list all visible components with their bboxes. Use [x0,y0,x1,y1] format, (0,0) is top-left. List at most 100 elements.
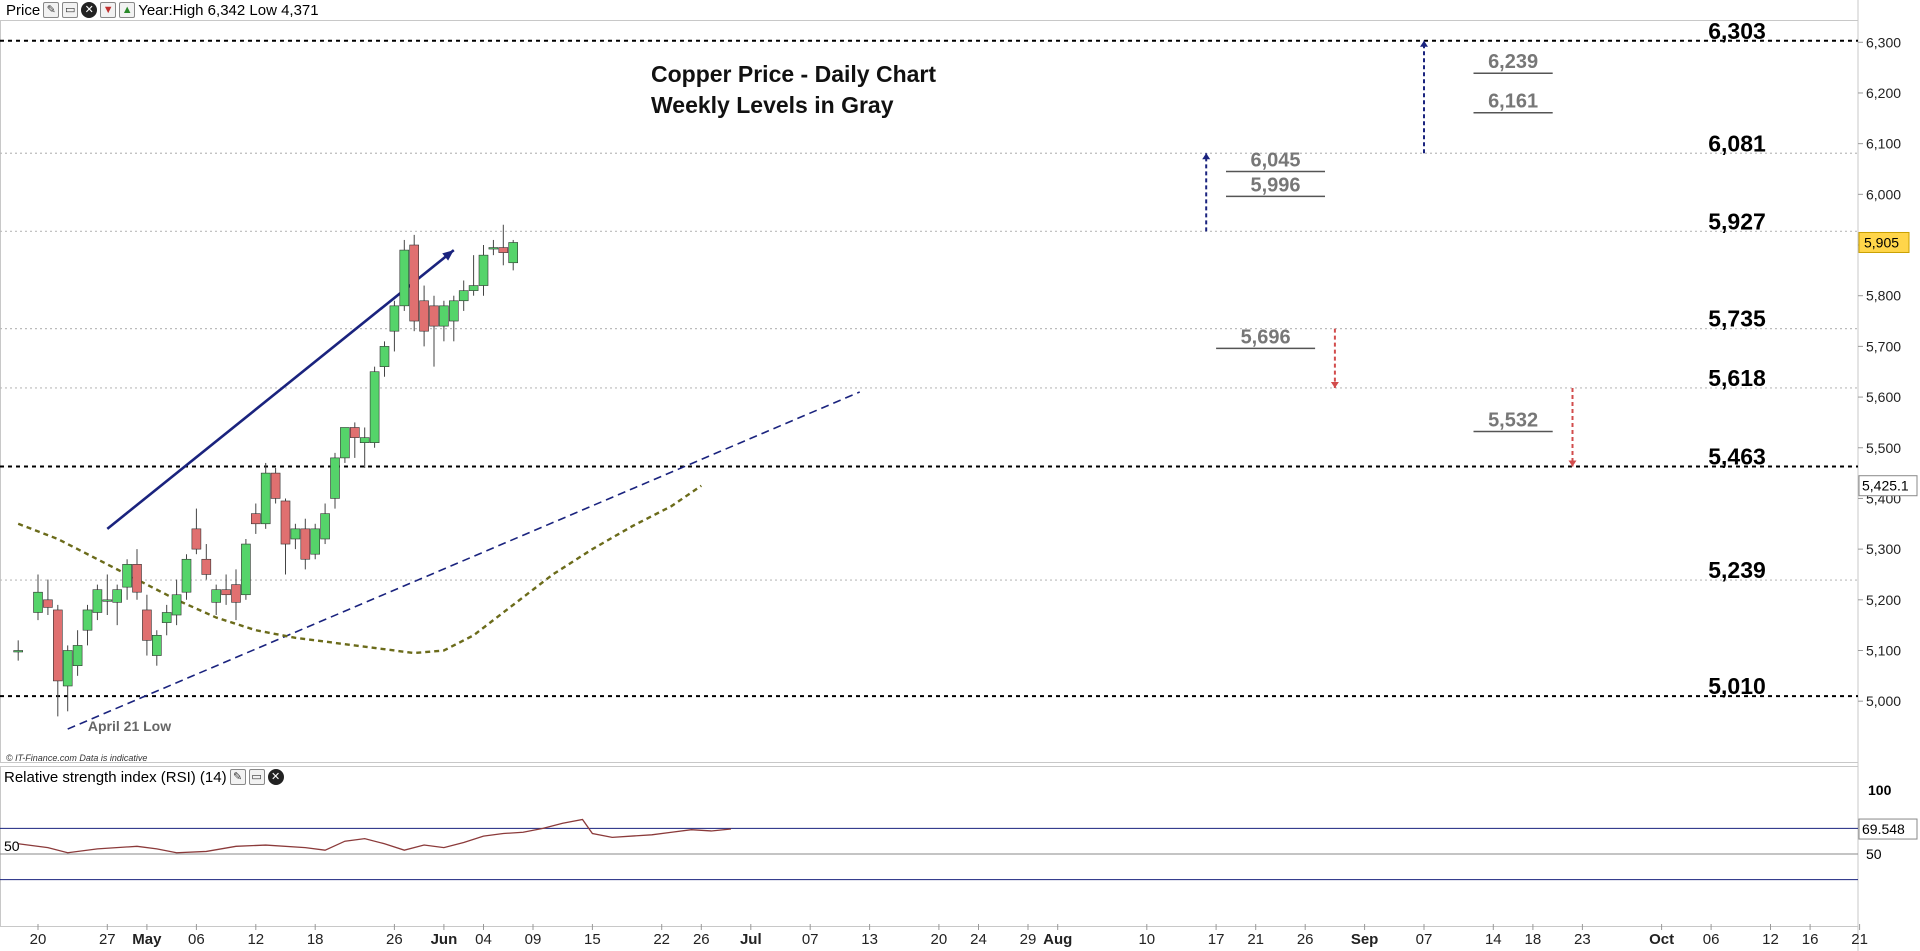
candle-body [181,558,192,593]
x-tick-label: 16 [1802,931,1819,948]
ma-value-label: 5,425.1 [1862,478,1909,494]
candle-body [122,564,132,588]
y-tick-label: 5,700 [1866,338,1901,354]
x-tick-label: 12 [247,931,264,948]
x-tick-label: 10 [1138,931,1155,948]
candle-body [260,472,271,525]
weekly-level-label: 6,045 [1250,150,1300,172]
candle-body [458,290,469,302]
candle-body [132,564,142,593]
candle-body [201,558,212,575]
wrench-icon[interactable]: ✎ [229,769,246,785]
weekly-level-label: 5,996 [1250,174,1300,196]
candle-body [72,645,83,666]
x-tick-label: Jul [740,931,762,948]
candle-body [161,612,172,623]
candle-body [419,300,429,332]
level-label: 5,618 [1708,365,1766,391]
candle-body [92,589,103,613]
candle-body [62,650,73,687]
arrow-head [1568,460,1577,467]
candle-body [300,528,311,560]
window-icon[interactable]: ▭ [248,769,265,785]
x-tick-label: 06 [1703,931,1720,948]
x-tick-label: 21 [1851,931,1868,948]
x-tick-label: 26 [1297,931,1314,948]
candle-body [399,249,410,307]
copyright-note: © IT-Finance.com Data is indicative [6,753,148,763]
x-tick-label: 26 [386,931,403,948]
y-tick-label: 6,100 [1866,136,1901,152]
candle-body [231,584,241,603]
y-tick-label: 5,500 [1866,440,1901,456]
y-tick-label: 6,200 [1866,85,1901,101]
x-tick-label: 20 [30,931,47,948]
candle-body [221,589,231,596]
candle-body [349,427,360,438]
arrow-down-icon[interactable]: ▼ [100,2,117,18]
x-tick-label: May [132,931,162,948]
rsi-value-label: 69.548 [1862,821,1905,837]
wrench-icon[interactable]: ✎ [43,2,60,18]
candle-body [508,242,519,264]
y-tick-label: 5,800 [1866,288,1901,304]
level-label: 5,927 [1708,208,1766,234]
candle-body [429,305,439,327]
candle-body [409,244,420,322]
candle-body [379,346,390,367]
y-tick-label: 5,300 [1866,541,1901,557]
y-tick-label: 6,300 [1866,34,1901,50]
candle-body [320,513,330,540]
candle-body [142,609,152,641]
x-tick-label: 22 [653,931,670,948]
candle-body [102,599,113,602]
rsi-axis-label: 100 [1868,782,1892,798]
candle-body [43,599,53,608]
arrow-up-icon[interactable]: ▲ [119,2,136,18]
level-label: 5,463 [1708,444,1766,470]
chart-title: Copper Price - Daily Chart [651,61,936,87]
x-tick-label: 29 [1020,931,1037,948]
weekly-level-label: 5,532 [1488,410,1538,432]
price-label: Price [6,1,41,19]
trend-arrow [106,249,455,530]
candle-body [82,609,93,631]
x-tick-label: 20 [931,931,948,948]
annotation-label: April 21 Low [88,718,171,734]
level-label: 5,735 [1708,306,1766,332]
rsi-axis-label: 50 [1866,846,1882,862]
x-tick-label: 07 [1416,931,1433,948]
current-price-tag [1858,231,1910,253]
chart-subtitle: Weekly Levels in Gray [651,92,894,118]
close-icon[interactable]: ✕ [81,2,98,18]
candle-body [171,594,182,616]
window-icon[interactable]: ▭ [62,2,79,18]
x-tick-label: Jun [431,931,458,948]
close-icon[interactable]: ✕ [267,769,284,785]
moving-average-line [17,484,702,655]
x-tick-label: 21 [1247,931,1264,948]
arrow-head [1420,40,1428,47]
y-tick-label: 5,200 [1866,592,1901,608]
candle-body [478,254,489,286]
x-tick-label: 27 [99,931,116,948]
rsi-value-tag [1858,818,1918,840]
level-label: 5,239 [1708,557,1766,583]
x-tick-label: 07 [802,931,819,948]
level-label: 6,081 [1708,130,1766,156]
candle-body [488,247,499,250]
candle-body [241,543,251,596]
year-info: Year:High 6,342 Low 4,371 [138,1,319,19]
weekly-level-label: 6,161 [1488,91,1538,113]
candle-body [280,500,291,545]
candle-body [33,591,43,613]
candle-body [112,589,122,603]
x-tick-label: 04 [475,931,492,948]
candle-body [359,437,370,443]
candle-body [498,247,509,253]
rsi-title: Relative strength index (RSI) (14) [4,768,227,786]
x-tick-label: 06 [188,931,205,948]
x-tick-label: 24 [970,931,987,948]
x-tick-label: 12 [1762,931,1779,948]
